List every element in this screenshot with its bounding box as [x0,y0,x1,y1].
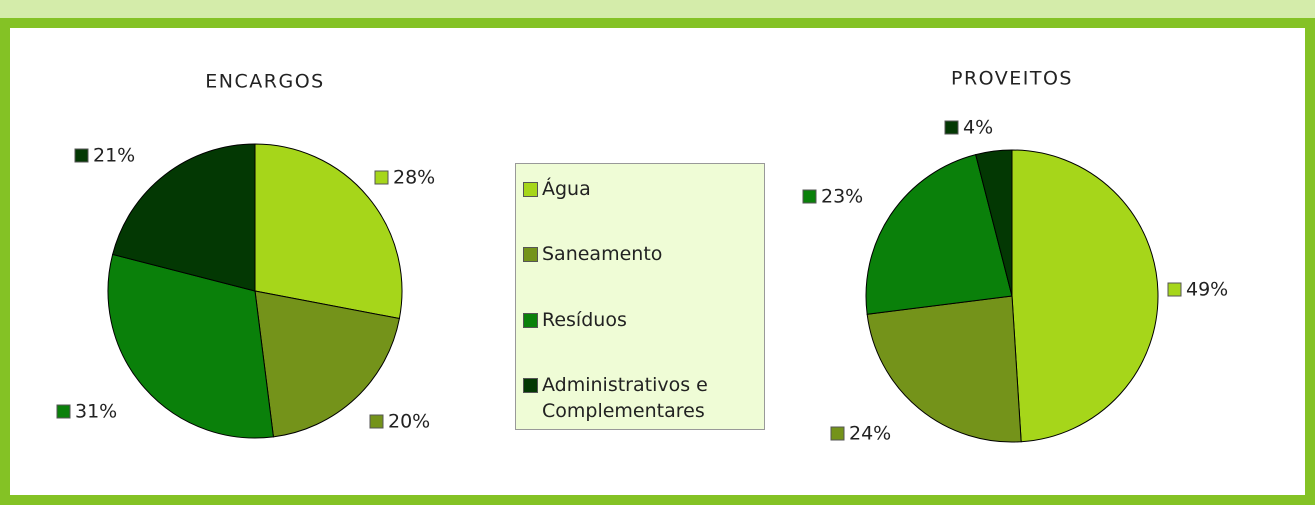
chart-title: PROVEITOS [951,68,1073,90]
data-label: 49% [1186,279,1228,301]
legend-label: Administrativos e Complementares [542,374,708,422]
data-label: 28% [393,167,435,189]
data-label: 4% [963,117,993,139]
label-swatch [1167,282,1182,297]
label-swatch [56,404,71,419]
data-label: 23% [821,186,863,208]
legend-swatch [523,313,538,328]
pie-slice [112,143,256,292]
chart-title: ENCARGOS [205,71,324,93]
pie-slice [975,149,1013,297]
label-swatch [830,426,845,441]
legend-label: Água [542,178,591,200]
label-swatch [374,170,389,185]
pie-slice [865,153,1013,315]
legend-entry: Administrativos e Complementares [523,372,758,424]
pie-slice [866,295,1022,443]
pie-slice [254,143,403,320]
legend-swatch [523,378,538,393]
legend-entry: Água [523,176,758,202]
pie-slice [107,253,274,439]
label-swatch [369,414,384,429]
label-swatch [802,189,817,204]
legend: Água Saneamento Resíduos Administrativos e … [515,163,765,430]
data-label: 21% [93,145,135,167]
legend-swatch [523,182,538,197]
pie-slice [1011,149,1159,443]
data-label: 24% [849,423,891,445]
data-label: 31% [75,401,117,423]
pie-slice [254,290,400,438]
legend-label: Resíduos [542,309,627,331]
label-swatch [74,148,89,163]
legend-entry: Saneamento [523,241,758,267]
label-swatch [944,120,959,135]
legend-swatch [523,247,538,262]
legend-entry: Resíduos [523,307,758,333]
data-label: 20% [388,411,430,433]
legend-label: Saneamento [542,243,663,265]
